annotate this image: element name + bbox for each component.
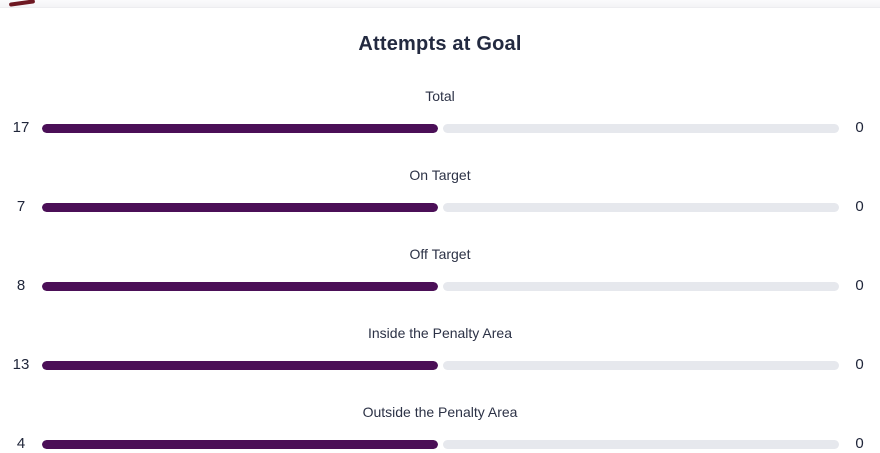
home-bar-fill xyxy=(42,439,438,449)
home-bar-fill xyxy=(42,123,438,133)
stat-row-off-target: Off Target 8 0 xyxy=(0,245,880,295)
top-divider-strip xyxy=(0,0,880,8)
home-bar-track xyxy=(42,360,438,370)
chart-title: Attempts at Goal xyxy=(358,33,522,55)
away-value: 0 xyxy=(855,435,864,452)
stat-row-inside-penalty-area: Inside the Penalty Area 13 0 xyxy=(0,324,880,374)
away-value: 0 xyxy=(855,119,864,136)
comparison-bar xyxy=(42,281,839,291)
stats-list: Total 17 0 On Target 7 0 Off Target 8 xyxy=(0,87,880,453)
home-value: 4 xyxy=(16,435,26,452)
home-value: 17 xyxy=(12,119,30,136)
home-bar-track xyxy=(42,202,438,212)
home-bar-fill xyxy=(42,360,438,370)
home-value: 13 xyxy=(12,356,30,373)
away-value: 0 xyxy=(855,356,864,373)
home-value: 7 xyxy=(16,198,26,215)
home-bar-track xyxy=(42,123,438,133)
stat-row-outside-penalty-area: Outside the Penalty Area 4 0 xyxy=(0,403,880,453)
home-bar-track xyxy=(42,281,438,291)
away-bar-track xyxy=(443,281,839,291)
home-bar-track xyxy=(42,439,438,449)
stat-label: Inside the Penalty Area xyxy=(368,325,512,341)
comparison-bar xyxy=(42,439,839,449)
home-bar-fill xyxy=(42,202,438,212)
comparison-bar xyxy=(42,360,839,370)
stat-label: Off Target xyxy=(409,246,471,262)
away-bar-track xyxy=(443,123,839,133)
comparison-bar xyxy=(42,202,839,212)
away-value: 0 xyxy=(855,277,864,294)
home-value: 8 xyxy=(16,277,26,294)
comparison-bar xyxy=(42,123,839,133)
stat-label: On Target xyxy=(409,167,471,183)
stat-row-total: Total 17 0 xyxy=(0,87,880,137)
home-bar-fill xyxy=(42,281,438,291)
stat-label: Outside the Penalty Area xyxy=(362,404,518,420)
away-bar-track xyxy=(443,439,839,449)
away-bar-track xyxy=(443,360,839,370)
away-bar-track xyxy=(443,202,839,212)
away-value: 0 xyxy=(855,198,864,215)
stat-row-on-target: On Target 7 0 xyxy=(0,166,880,216)
stat-label: Total xyxy=(425,88,455,104)
